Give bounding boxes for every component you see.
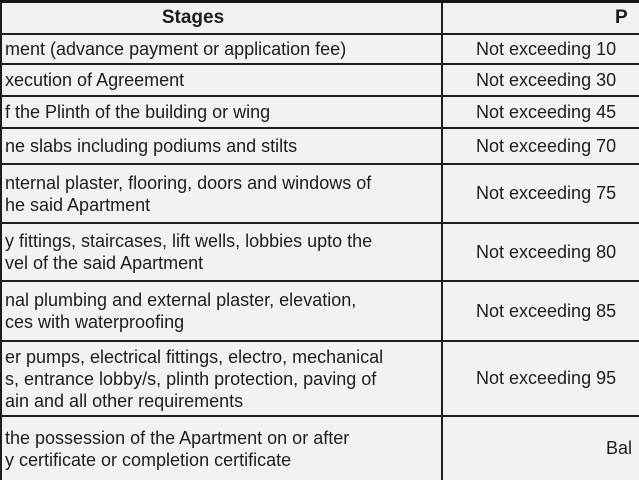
payment-cell: Not exceeding 75 xyxy=(443,165,639,222)
stage-text: ne slabs including podiums and stilts xyxy=(5,136,298,156)
header-cell-stages: Stages xyxy=(2,3,443,33)
payment-cell: Not exceeding 10 xyxy=(443,35,639,63)
stage-text: xecution of Agreement xyxy=(5,70,185,90)
stage-text: y fittings, staircases, lift wells, lobb… xyxy=(5,231,373,273)
stage-cell: xecution of Agreement xyxy=(2,65,443,95)
payment-cell: Not exceeding 45 xyxy=(443,97,639,127)
payment-text: Not exceeding 85 xyxy=(476,300,617,321)
payment-cell: Not exceeding 30 xyxy=(443,65,639,95)
payment-text: Not exceeding 30 xyxy=(476,69,617,90)
table-row: er pumps, electrical fittings, electro, … xyxy=(2,342,639,417)
payment-cell: Not exceeding 70 xyxy=(443,129,639,163)
payment-text: Not exceeding 45 xyxy=(476,101,617,122)
stage-text: er pumps, electrical fittings, electro, … xyxy=(5,346,384,411)
table-header-row: Stages P xyxy=(2,3,639,35)
payment-cell: Bal xyxy=(443,417,639,480)
stage-cell: ment (advance payment or application fee… xyxy=(2,35,443,63)
payment-text: Bal xyxy=(606,438,633,458)
stage-cell: nal plumbing and external plaster, eleva… xyxy=(2,282,443,340)
table-row: ne slabs including podiums and stilts No… xyxy=(2,129,639,165)
stages-column-header: Stages xyxy=(161,7,225,28)
table-row: ment (advance payment or application fee… xyxy=(2,35,639,65)
table-row: nal plumbing and external plaster, eleva… xyxy=(2,282,639,342)
payment-text: Not exceeding 95 xyxy=(476,368,617,388)
stage-cell: er pumps, electrical fittings, electro, … xyxy=(2,342,443,415)
table-row: xecution of Agreement Not exceeding 30 xyxy=(2,65,639,97)
table-row: y fittings, staircases, lift wells, lobb… xyxy=(2,224,639,282)
payment-cell: Not exceeding 80 xyxy=(443,224,639,280)
table-row: f the Plinth of the building or wing Not… xyxy=(2,97,639,129)
payment-text: Not exceeding 80 xyxy=(476,241,617,262)
stage-cell: the possession of the Apartment on or af… xyxy=(2,417,443,480)
stage-cell: nternal plaster, flooring, doors and win… xyxy=(2,165,443,222)
stage-text: ment (advance payment or application fee… xyxy=(5,39,347,59)
stage-cell: y fittings, staircases, lift wells, lobb… xyxy=(2,224,443,280)
stage-text: f the Plinth of the building or wing xyxy=(5,102,271,122)
stage-text: the possession of the Apartment on or af… xyxy=(5,427,350,470)
payment-text: Not exceeding 70 xyxy=(476,135,617,156)
payment-cell: Not exceeding 85 xyxy=(443,282,639,340)
payment-cell: Not exceeding 95 xyxy=(443,342,639,415)
payment-column-header-partial: P xyxy=(615,7,628,28)
table-row: nternal plaster, flooring, doors and win… xyxy=(2,165,639,224)
payment-text: Not exceeding 75 xyxy=(476,183,617,203)
stage-text: nal plumbing and external plaster, eleva… xyxy=(5,290,357,332)
stage-cell: f the Plinth of the building or wing xyxy=(2,97,443,127)
payment-text: Not exceeding 10 xyxy=(476,38,617,59)
table-row: the possession of the Apartment on or af… xyxy=(2,417,639,480)
stage-cell: ne slabs including podiums and stilts xyxy=(2,129,443,163)
stage-text: nternal plaster, flooring, doors and win… xyxy=(5,172,372,215)
header-cell-payment: P xyxy=(443,3,639,33)
